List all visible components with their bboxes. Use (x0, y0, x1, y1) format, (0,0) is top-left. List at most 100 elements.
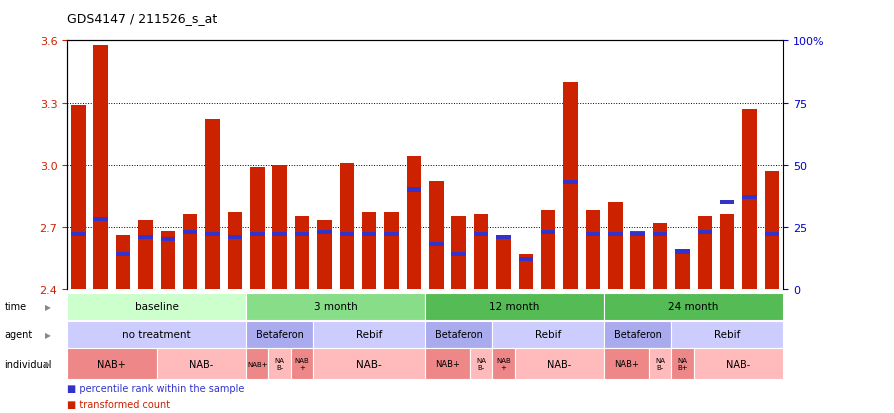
Bar (227, 235, 242, 239)
Text: NAB-: NAB- (546, 359, 571, 369)
Bar (518, 254, 533, 289)
Bar (629, 231, 645, 289)
Text: Betaferon: Betaferon (613, 329, 661, 339)
Bar (313, 321, 425, 348)
Bar (67, 321, 246, 348)
Text: 12 month: 12 month (489, 301, 539, 312)
Text: NAB-: NAB- (725, 359, 750, 369)
Text: NA
B+: NA B+ (677, 358, 687, 370)
Bar (741, 109, 756, 289)
Text: ■ percentile rank within the sample: ■ percentile rank within the sample (67, 383, 244, 393)
Bar (249, 167, 265, 289)
Bar (138, 235, 153, 239)
Text: ▶: ▶ (45, 360, 50, 368)
Bar (115, 235, 131, 289)
Bar (406, 157, 421, 289)
Bar (696, 230, 712, 234)
Text: NAB
+: NAB + (495, 358, 510, 370)
Bar (93, 45, 108, 289)
Bar (316, 230, 332, 234)
Text: NA
B-: NA B- (654, 358, 664, 370)
Text: 24 month: 24 month (668, 301, 718, 312)
Text: NAB+: NAB+ (97, 359, 126, 369)
Bar (469, 349, 492, 380)
Bar (603, 293, 782, 320)
Bar (763, 233, 779, 237)
Bar (246, 321, 313, 348)
Bar (272, 233, 287, 237)
Text: NA
B-: NA B- (476, 358, 485, 370)
Bar (205, 120, 220, 289)
Bar (603, 321, 670, 348)
Bar (246, 293, 425, 320)
Text: no treatment: no treatment (122, 329, 190, 339)
Text: NAB+: NAB+ (247, 361, 267, 367)
Text: Betaferon: Betaferon (256, 329, 303, 339)
Text: time: time (4, 301, 27, 312)
Bar (294, 217, 309, 289)
Bar (562, 83, 578, 289)
Text: Rebif: Rebif (713, 329, 739, 339)
Bar (495, 237, 510, 289)
Bar (268, 349, 291, 380)
Bar (603, 349, 648, 380)
Text: NAB
+: NAB + (294, 358, 309, 370)
Bar (425, 293, 603, 320)
Bar (719, 215, 734, 289)
Bar (249, 233, 265, 237)
Bar (361, 233, 376, 237)
Text: NAB+: NAB+ (613, 360, 638, 368)
Bar (763, 171, 779, 289)
Bar (495, 235, 510, 239)
Bar (696, 217, 712, 289)
Bar (607, 233, 622, 237)
Bar (182, 230, 198, 234)
Bar (585, 211, 600, 289)
Bar (138, 221, 153, 289)
Bar (652, 223, 667, 289)
Bar (670, 321, 782, 348)
Bar (294, 233, 309, 237)
Text: ■ transformed count: ■ transformed count (67, 399, 170, 409)
Bar (741, 195, 756, 199)
Bar (93, 218, 108, 222)
Bar (425, 349, 469, 380)
Bar (316, 221, 332, 289)
Bar (71, 233, 86, 237)
Bar (182, 215, 198, 289)
Text: NAB-: NAB- (189, 359, 214, 369)
Bar (607, 202, 622, 289)
Bar (160, 237, 175, 242)
Bar (670, 349, 693, 380)
Bar (652, 233, 667, 237)
Bar (674, 254, 689, 289)
Bar (674, 250, 689, 254)
Bar (514, 349, 603, 380)
Bar (473, 215, 488, 289)
Text: NAB-: NAB- (356, 359, 382, 369)
Bar (246, 349, 268, 380)
Bar (428, 182, 443, 289)
Bar (115, 252, 131, 256)
Bar (156, 349, 246, 380)
Text: ▶: ▶ (45, 330, 50, 339)
Text: baseline: baseline (134, 301, 179, 312)
Text: 3 month: 3 month (314, 301, 357, 312)
Bar (451, 252, 466, 256)
Bar (540, 211, 555, 289)
Bar (384, 213, 399, 289)
Bar (160, 231, 175, 289)
Bar (451, 217, 466, 289)
Bar (205, 233, 220, 237)
Bar (428, 242, 443, 247)
Text: GDS4147 / 211526_s_at: GDS4147 / 211526_s_at (67, 12, 217, 25)
Bar (629, 233, 645, 237)
Bar (693, 349, 782, 380)
Bar (719, 200, 734, 204)
Bar (339, 233, 354, 237)
Bar (562, 180, 578, 185)
Text: Rebif: Rebif (356, 329, 382, 339)
Bar (272, 165, 287, 289)
Bar (339, 163, 354, 289)
Bar (67, 293, 246, 320)
